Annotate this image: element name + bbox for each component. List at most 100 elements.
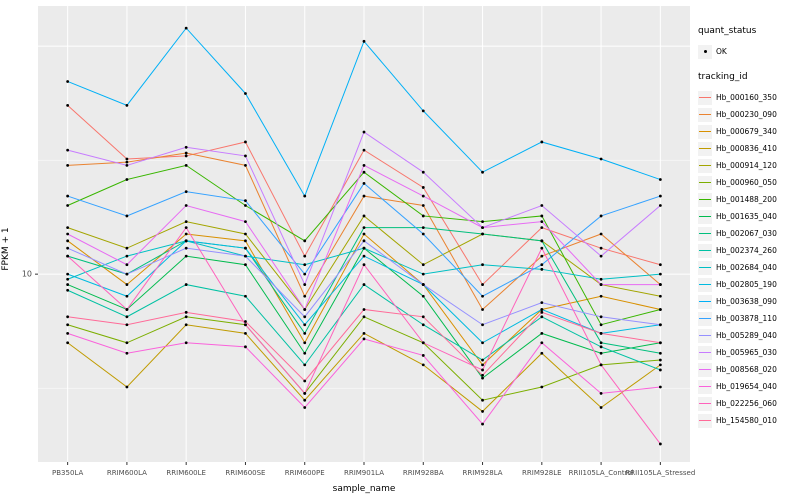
- data-point: [362, 331, 366, 335]
- data-point: [303, 398, 307, 402]
- data-point: [658, 368, 662, 372]
- data-point: [481, 263, 484, 267]
- legend-title-quant-status: quant_status: [698, 26, 757, 36]
- line-key-icon: [698, 209, 712, 224]
- data-point: [244, 331, 247, 335]
- data-point: [421, 363, 425, 367]
- data-point: [303, 315, 307, 319]
- line-key-icon: [698, 328, 712, 343]
- legend-item-label: Hb_019654_040: [716, 382, 777, 391]
- data-point: [421, 323, 425, 327]
- data-point: [362, 308, 366, 311]
- legend-item-label: Hb_002374_260: [716, 246, 777, 255]
- data-point: [303, 254, 307, 258]
- legend-item-Hb_000160_350: Hb_000160_350: [698, 89, 798, 106]
- data-point: [481, 232, 484, 236]
- data-point: [362, 263, 366, 267]
- data-point: [244, 140, 247, 144]
- legend-item-Hb_002374_260: Hb_002374_260: [698, 242, 798, 259]
- data-point: [244, 232, 247, 236]
- data-point: [362, 214, 366, 218]
- data-point: [421, 214, 425, 218]
- legend-tracking-id: tracking_id Hb_000160_350 Hb_000230_090 Hb…: [698, 72, 798, 429]
- data-point: [303, 391, 307, 395]
- data-point: [481, 398, 484, 402]
- data-point: [658, 178, 662, 181]
- data-point: [184, 254, 188, 258]
- data-point: [184, 232, 188, 236]
- data-point: [66, 323, 70, 327]
- data-point: [125, 283, 129, 286]
- line-key-icon: [698, 158, 712, 173]
- data-point: [421, 186, 425, 189]
- data-point: [540, 385, 544, 389]
- data-point: [599, 351, 603, 355]
- data-point: [66, 163, 70, 167]
- data-point: [66, 246, 70, 250]
- data-point: [125, 315, 129, 319]
- data-point: [421, 204, 425, 207]
- data-point: [421, 109, 425, 113]
- line-key-icon: [698, 311, 712, 326]
- x-tick-label: RRIM600PE: [285, 469, 325, 477]
- data-point: [540, 308, 544, 311]
- data-point: [658, 358, 662, 362]
- legend-item-label: Hb_005289_040: [716, 331, 777, 340]
- data-point: [362, 130, 366, 134]
- data-point: [303, 283, 307, 286]
- data-point: [481, 373, 484, 377]
- data-point: [184, 239, 188, 243]
- legend-title-tracking-id: tracking_id: [698, 72, 748, 82]
- data-point: [421, 194, 425, 198]
- data-point: [125, 272, 129, 276]
- legend-item-Hb_001635_040: Hb_001635_040: [698, 208, 798, 225]
- data-point: [66, 80, 70, 83]
- data-point: [540, 310, 544, 314]
- legend-item-Hb_005289_040: Hb_005289_040: [698, 327, 798, 344]
- legend-item-Hb_022256_060: Hb_022256_060: [698, 395, 798, 412]
- data-point: [184, 26, 188, 30]
- data-point: [658, 351, 662, 355]
- legend-item-Hb_000914_120: Hb_000914_120: [698, 157, 798, 174]
- data-point: [362, 315, 366, 319]
- data-point: [421, 354, 425, 357]
- data-point: [421, 283, 425, 286]
- line-key-icon: [698, 379, 712, 394]
- data-point: [66, 272, 70, 276]
- data-point: [244, 204, 247, 207]
- line-key-icon: [698, 260, 712, 275]
- data-point: [184, 323, 188, 327]
- data-point: [303, 379, 307, 383]
- data-point: [481, 376, 484, 380]
- x-axis-title: sample_name: [332, 484, 396, 494]
- data-point: [481, 283, 484, 286]
- data-point: [421, 232, 425, 236]
- line-key-icon: [698, 345, 712, 360]
- legend-item-label: Hb_000679_340: [716, 127, 777, 136]
- data-point: [66, 288, 70, 292]
- data-point: [244, 92, 247, 95]
- data-point: [599, 406, 603, 409]
- line-key-icon: [698, 175, 712, 190]
- data-point: [540, 214, 544, 218]
- data-point: [658, 442, 662, 446]
- data-point: [362, 182, 366, 185]
- data-point: [66, 232, 70, 236]
- legend-item-Hb_019654_040: Hb_019654_040: [698, 378, 798, 395]
- data-point: [184, 310, 188, 314]
- data-point: [303, 323, 307, 327]
- line-key-icon: [698, 141, 712, 156]
- legend-item-Hb_000960_050: Hb_000960_050: [698, 174, 798, 191]
- data-point: [481, 170, 484, 174]
- data-point: [362, 283, 366, 286]
- data-point: [540, 226, 544, 230]
- data-point: [66, 204, 70, 207]
- data-point: [125, 308, 129, 311]
- data-point: [481, 368, 484, 372]
- data-point: [362, 148, 366, 152]
- data-point: [303, 406, 307, 409]
- data-point: [658, 363, 662, 367]
- data-point: [599, 331, 603, 335]
- legend-item-ok: OK: [698, 43, 798, 60]
- data-point: [599, 157, 603, 161]
